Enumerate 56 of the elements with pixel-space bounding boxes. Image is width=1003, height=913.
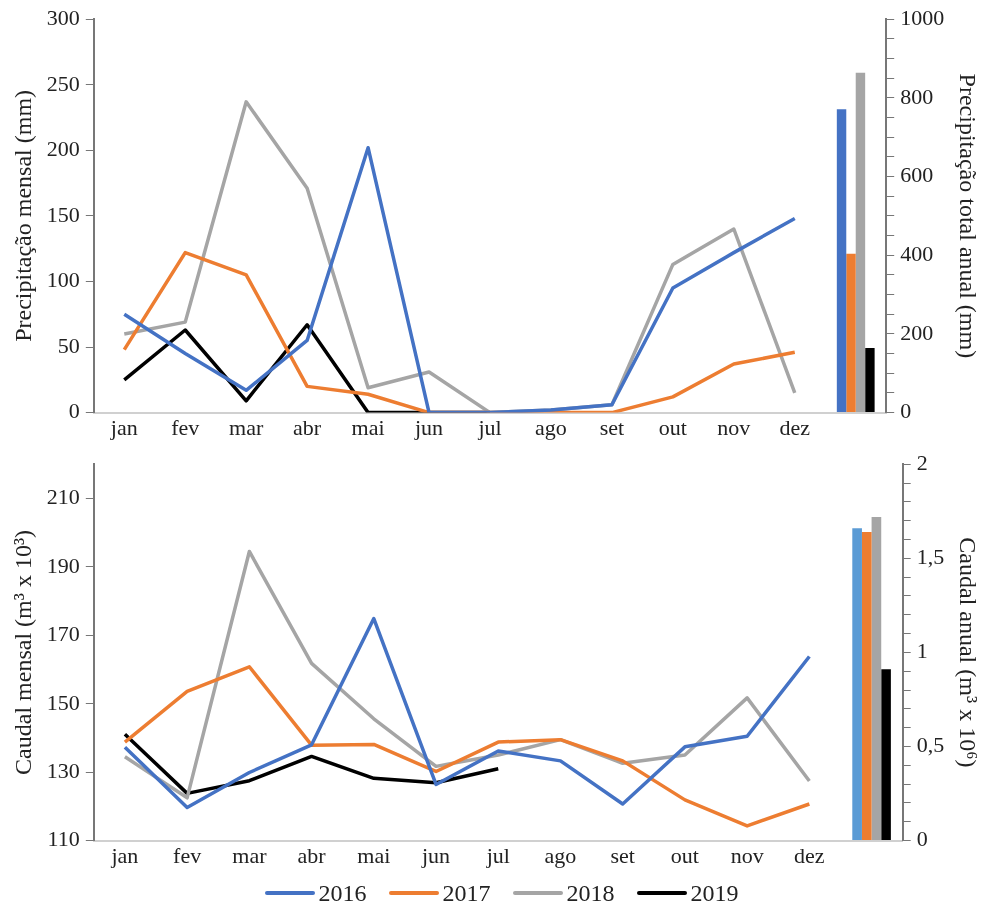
y-tick-label: 150: [46, 689, 80, 715]
x-tick-label: jul: [477, 414, 502, 440]
y2-tick-label: 1,5: [916, 544, 945, 570]
y-tick-label: 300: [46, 4, 80, 30]
legend-label: 2019: [690, 879, 739, 907]
y-tick-label: 110: [47, 826, 80, 852]
legend-label: 2016: [318, 879, 367, 907]
y-axis-title: Precipitação mensal (mm): [9, 89, 36, 342]
x-tick-label: dez: [779, 414, 811, 440]
y2-tick-label: 2: [916, 449, 928, 475]
x-tick-label: jan: [109, 414, 138, 440]
x-tick-label: mar: [229, 414, 264, 440]
x-tick-label: mar: [232, 842, 268, 868]
y-axis-title: Caudal mensal (m³ x 10³): [9, 529, 36, 775]
x-tick-label: ago: [544, 842, 577, 868]
y2-tick-label: 600: [900, 162, 934, 188]
x-tick-label: abr: [293, 414, 322, 440]
y-tick-label: 150: [46, 201, 80, 227]
y-tick-label: 250: [46, 70, 80, 96]
y2-tick-label: 1000: [900, 4, 945, 30]
x-tick-label: set: [610, 842, 635, 868]
y2-tick-label: 0,5: [916, 732, 945, 758]
x-tick-label: jul: [485, 842, 510, 868]
y-tick-label: 190: [46, 552, 80, 578]
y2-axis-title: Caudal anual (m³ x 10⁶): [955, 537, 982, 768]
y-tick-label: 50: [57, 332, 80, 358]
x-tick-label: fev: [171, 414, 200, 440]
x-tick-label: jun: [420, 842, 451, 868]
x-tick-label: jan: [110, 842, 139, 868]
x-tick-label: mai: [357, 842, 391, 868]
y-tick-label: 210: [46, 484, 80, 510]
y2-axis-title: Precipitação total anual (mm): [955, 73, 982, 359]
y-tick-label: 100: [46, 267, 80, 293]
x-tick-label: fev: [173, 842, 202, 868]
y-tick-label: 200: [46, 136, 80, 162]
x-tick-label: jun: [413, 414, 444, 440]
legend-label: 2017: [442, 879, 491, 907]
y-tick-label: 170: [46, 621, 80, 647]
y2-tick-label: 200: [900, 319, 934, 345]
y2-tick-label: 800: [900, 83, 934, 109]
x-tick-label: out: [658, 414, 687, 440]
x-tick-label: mai: [351, 414, 385, 440]
y-tick-label: 130: [46, 757, 80, 783]
y2-tick-label: 400: [900, 241, 934, 267]
x-tick-label: out: [670, 842, 699, 868]
x-tick-label: dez: [794, 842, 825, 868]
x-tick-label: abr: [297, 842, 327, 868]
y2-tick-label: 1: [916, 638, 928, 664]
x-tick-label: nov: [730, 842, 764, 868]
y2-tick-label: 0: [900, 398, 912, 424]
x-tick-label: nov: [717, 414, 751, 440]
y2-tick-label: 0: [916, 826, 928, 852]
y-tick-label: 0: [68, 398, 80, 424]
legend-label: 2018: [566, 879, 615, 907]
x-tick-label: ago: [535, 414, 567, 440]
x-tick-label: set: [599, 414, 625, 440]
